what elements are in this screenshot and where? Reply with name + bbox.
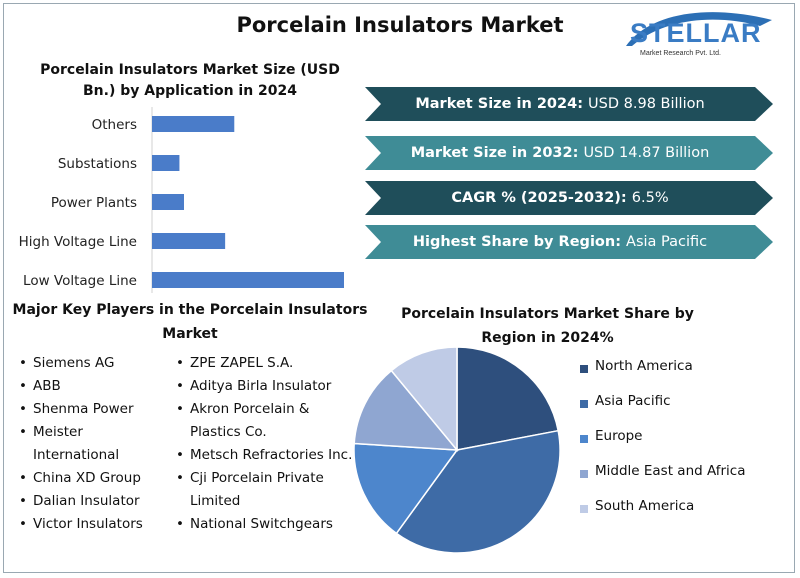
logo-text: STELLAR xyxy=(630,18,762,48)
pie-slice xyxy=(456,346,560,451)
key-player-item: Cji Porcelain Private Limited xyxy=(176,467,361,513)
legend-swatch xyxy=(580,435,588,443)
region-pie-chart xyxy=(353,346,561,554)
key-player-item: ZPE ZAPEL S.A. xyxy=(176,352,361,375)
legend-swatch xyxy=(580,365,588,373)
bar-category-label: High Voltage Line xyxy=(19,234,137,250)
bar-chart-title: Porcelain Insulators Market Size (USD Bn… xyxy=(40,62,340,99)
banner-label: Market Size in 2024: xyxy=(415,96,589,112)
bar xyxy=(152,116,235,132)
key-player-item: ABB xyxy=(19,375,169,398)
key-player-item: Siemens AG xyxy=(19,352,169,375)
banner-arrow xyxy=(365,181,773,215)
banner-arrow-shape xyxy=(365,136,773,170)
banner-value: Asia Pacific xyxy=(626,234,708,250)
pie-slice xyxy=(353,369,459,451)
banner-arrow xyxy=(365,136,773,170)
banner-label: CAGR % (2025-2032): xyxy=(451,190,632,206)
logo-swoosh xyxy=(626,12,772,46)
pie-chart-title: Porcelain Insulators Market Share by Reg… xyxy=(401,306,694,346)
banner-label: Highest Share by Region: xyxy=(412,234,627,250)
banner-arrow-shape xyxy=(365,87,773,121)
bar-category-label: Others xyxy=(92,117,137,133)
stellar-logo: STELLAR Market Research Pvt. Ltd. xyxy=(620,6,780,60)
key-players-title: Major Key Players in the Porcelain Insul… xyxy=(12,302,368,342)
legend-label: Middle East and Africa xyxy=(595,463,746,479)
legend-label: North America xyxy=(595,358,693,374)
banner-arrow-shape xyxy=(365,225,773,259)
bar-category-label: Substations xyxy=(58,156,137,172)
key-players-column-1: Siemens AGABBShenma PowerMeister Interna… xyxy=(19,352,169,536)
key-player-item: Meister International xyxy=(19,421,169,467)
key-players-column-2: ZPE ZAPEL S.A.Aditya Birla InsulatorAkro… xyxy=(176,352,361,536)
key-player-item: Dalian Insulator xyxy=(19,490,169,513)
bar xyxy=(152,194,184,210)
bar xyxy=(152,155,180,171)
banner-value: USD 14.87 Billion xyxy=(583,145,710,161)
bar-category-label: Low Voltage Line xyxy=(23,273,137,289)
banner-arrow xyxy=(365,225,773,259)
market-banner: CAGR % (2025-2032): 6.5% xyxy=(365,181,773,215)
pie-slice xyxy=(390,346,458,453)
banner-label: Market Size in 2032: xyxy=(410,145,584,161)
key-player-item: Victor Insulators xyxy=(19,513,169,536)
banner-arrow-shape xyxy=(365,181,773,215)
key-player-item: Metsch Refractories Inc. xyxy=(176,444,361,467)
bar xyxy=(152,272,344,288)
key-player-item: Shenma Power xyxy=(19,398,169,421)
market-banner: Highest Share by Region: Asia Pacific xyxy=(365,225,773,259)
bar-category-label: Power Plants xyxy=(51,195,137,211)
legend-label: South America xyxy=(595,498,695,514)
pie-slice xyxy=(395,429,561,554)
key-player-item: China XD Group xyxy=(19,467,169,490)
banner-text: CAGR % (2025-2032): 6.5% xyxy=(365,181,755,215)
banner-value: 6.5% xyxy=(631,190,669,206)
legend-label: Asia Pacific xyxy=(595,393,671,409)
legend-swatch xyxy=(580,400,588,408)
bar xyxy=(152,233,226,249)
pie-slice xyxy=(353,442,459,535)
logo-subtitle: Market Research Pvt. Ltd. xyxy=(640,50,721,57)
application-bar-chart: Others Substations Power Plants High Voltag… xyxy=(19,107,344,293)
page-title: Porcelain Insulators Market xyxy=(236,13,564,37)
key-player-item: Akron Porcelain & Plastics Co. xyxy=(176,398,361,444)
legend-swatch xyxy=(580,505,588,513)
banner-text: Market Size in 2032: USD 14.87 Billion xyxy=(365,136,755,170)
market-banner: Market Size in 2024: USD 8.98 Billion xyxy=(365,87,773,121)
key-player-item: Aditya Birla Insulator xyxy=(176,375,361,398)
banner-arrow xyxy=(365,87,773,121)
key-player-item: National Switchgears xyxy=(176,513,361,536)
legend-label: Europe xyxy=(595,428,643,444)
market-banner: Market Size in 2032: USD 14.87 Billion xyxy=(365,136,773,170)
banner-text: Market Size in 2024: USD 8.98 Billion xyxy=(365,87,755,121)
banner-value: USD 8.98 Billion xyxy=(588,96,705,112)
legend-swatch xyxy=(580,470,588,478)
banner-text: Highest Share by Region: Asia Pacific xyxy=(365,225,755,259)
